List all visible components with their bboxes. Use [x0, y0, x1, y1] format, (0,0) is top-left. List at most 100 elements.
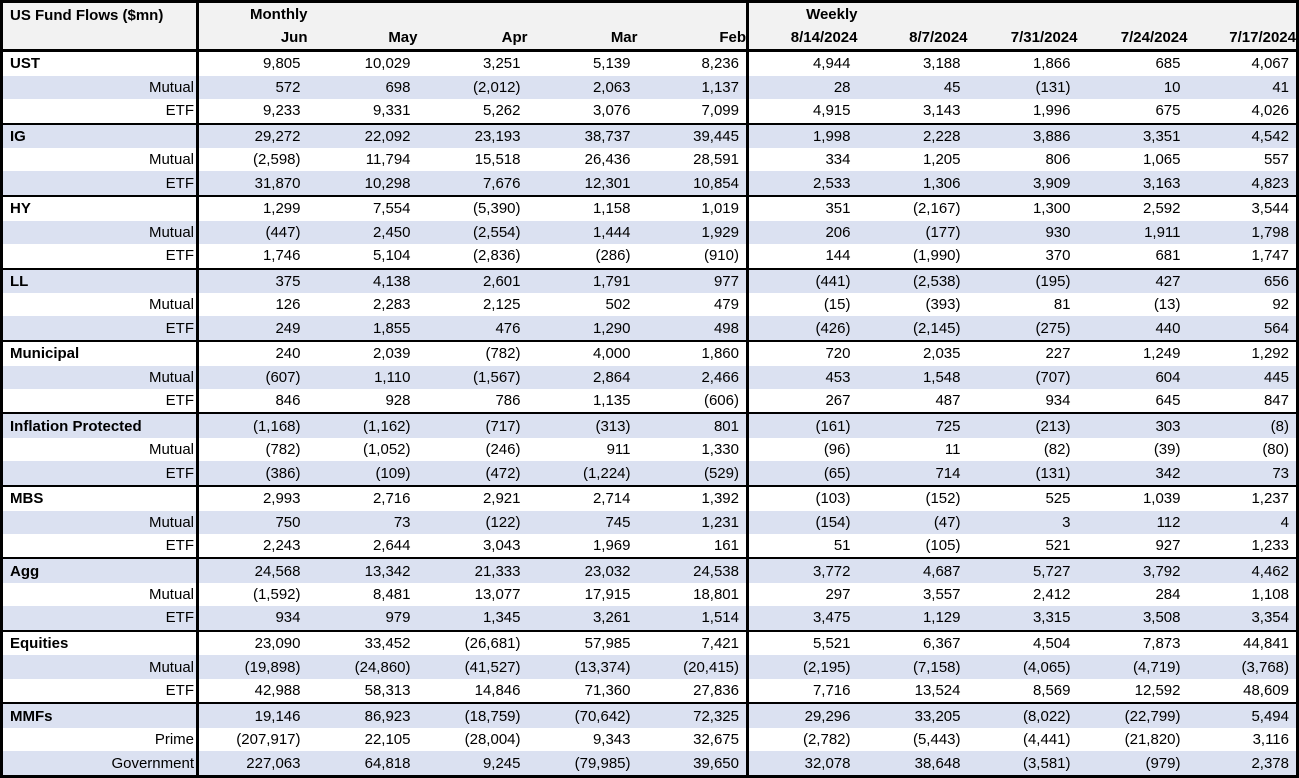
table-row: Government 227,063 64,818 9,245 (79,985) 39,6… [1, 751, 1298, 777]
value-cell: 9,331 [307, 99, 418, 124]
table-row: ETF (386) (109) (472) (1,224) (529) (65) 714 (13… [1, 461, 1298, 486]
row-sub-label: Mutual [1, 293, 199, 317]
value-cell: 801 [637, 412, 748, 439]
table-row: HY 1,299 7,554 (5,390) 1,158 1,019 351 (2,167) 1… [1, 195, 1298, 221]
row-group-label: HY [1, 195, 199, 221]
value-cell: (207,917) [197, 727, 308, 752]
value-cell: 3,792 [1077, 557, 1188, 583]
value-cell: (3,768) [1187, 655, 1298, 679]
table-row: Municipal 240 2,039 (782) 4,000 1,860 720 2,035… [1, 340, 1298, 366]
value-cell: 927 [1077, 533, 1188, 559]
value-cell: 930 [967, 220, 1078, 244]
value-cell: 342 [1077, 461, 1188, 486]
value-cell: 2,125 [417, 293, 528, 317]
value-cell: 23,090 [197, 629, 308, 656]
value-cell: 26,436 [527, 148, 638, 172]
value-cell: 2,921 [417, 484, 528, 511]
value-cell: 10,298 [307, 171, 418, 197]
value-cell: 720 [746, 340, 858, 366]
value-cell: 557 [1187, 148, 1298, 172]
value-cell: 3,315 [967, 606, 1078, 631]
value-cell: 42,988 [197, 678, 308, 704]
value-cell: 1,306 [857, 171, 968, 197]
table-row: ETF 9,233 9,331 5,262 3,076 7,099 4,915 3,143 1,… [1, 99, 1298, 124]
value-cell: 12,592 [1077, 678, 1188, 704]
table-body: UST 9,805 10,029 3,251 5,139 8,236 4,944 3,188 1… [1, 49, 1298, 777]
value-cell: 645 [1077, 388, 1188, 414]
value-cell: 675 [1077, 99, 1188, 124]
value-cell: (82) [967, 438, 1078, 462]
value-cell: (80) [1187, 438, 1298, 462]
value-cell: 10,854 [637, 171, 748, 197]
value-cell: 1,065 [1077, 148, 1188, 172]
value-cell: (79,985) [527, 751, 638, 777]
table-row: Mutual 126 2,283 2,125 502 479 (15) (393) 81 (13)… [1, 293, 1298, 317]
value-cell: 4,026 [1187, 99, 1298, 124]
value-cell: 656 [1187, 267, 1298, 294]
row-sub-label: ETF [1, 171, 199, 197]
table-row: ETF 934 979 1,345 3,261 1,514 3,475 1,129 3,315 3… [1, 606, 1298, 631]
value-cell: 3,475 [746, 606, 858, 631]
value-cell: (447) [197, 220, 308, 244]
column-header-feb: Feb [637, 26, 748, 52]
value-cell: 1,129 [857, 606, 968, 631]
value-cell: 44,841 [1187, 629, 1298, 656]
column-header-week-5: 7/17/2024 [1187, 26, 1298, 52]
value-cell: 29,296 [746, 702, 858, 728]
value-cell: 498 [637, 316, 748, 341]
value-cell: (606) [637, 388, 748, 414]
value-cell: 487 [857, 388, 968, 414]
value-cell: 1,330 [637, 438, 748, 462]
table-row: LL 375 4,138 2,601 1,791 977 (441) (2,538) (195)… [1, 267, 1298, 294]
value-cell: (313) [527, 412, 638, 439]
value-cell: (152) [857, 484, 968, 511]
value-cell: 1,855 [307, 316, 418, 341]
value-cell: 2,864 [527, 365, 638, 389]
value-cell: 1,929 [637, 220, 748, 244]
table-row: Prime (207,917) 22,105 (28,004) 9,343 32,675(… [1, 727, 1298, 752]
value-cell: 9,233 [197, 99, 308, 124]
value-cell: 3,188 [857, 49, 968, 76]
value-cell: 1,233 [1187, 533, 1298, 559]
value-cell: (8,022) [967, 702, 1078, 728]
value-cell: (4,065) [967, 655, 1078, 679]
value-cell: (4,441) [967, 727, 1078, 752]
value-cell: 476 [417, 316, 528, 341]
value-cell: 2,993 [197, 484, 308, 511]
value-cell: 2,644 [307, 533, 418, 559]
value-cell: (41,527) [417, 655, 528, 679]
value-cell: (2,012) [417, 75, 528, 100]
row-sub-label: Mutual [1, 655, 199, 679]
value-cell: 32,078 [746, 751, 858, 777]
value-cell: (1,224) [527, 461, 638, 486]
row-sub-label: ETF [1, 243, 199, 269]
value-cell: 3,909 [967, 171, 1078, 197]
row-sub-label: ETF [1, 388, 199, 414]
value-cell: 1,205 [857, 148, 968, 172]
value-cell: 23,032 [527, 557, 638, 583]
value-cell: (154) [746, 510, 858, 534]
value-cell: 112 [1077, 510, 1188, 534]
value-cell: 126 [197, 293, 308, 317]
value-cell: (1,567) [417, 365, 528, 389]
value-cell: 2,228 [857, 122, 968, 149]
value-cell: 3,772 [746, 557, 858, 583]
value-cell: 1,969 [527, 533, 638, 559]
value-cell: 370 [967, 243, 1078, 269]
value-cell: (1,592) [197, 582, 308, 607]
value-cell: (393) [857, 293, 968, 317]
value-cell: 3,116 [1187, 727, 1298, 752]
value-cell: 1,108 [1187, 582, 1298, 607]
header-spacer [527, 1, 638, 26]
value-cell: 725 [857, 412, 968, 439]
row-group-label: Municipal [1, 340, 199, 366]
value-cell: 22,105 [307, 727, 418, 752]
value-cell: 3,544 [1187, 195, 1298, 221]
table-header: US Fund Flows ($mn) Monthly Weekly Jun M… [1, 1, 1298, 52]
value-cell: 5,494 [1187, 702, 1298, 728]
monthly-group-label: Monthly [197, 1, 308, 26]
value-cell: 5,139 [527, 49, 638, 76]
value-cell: (246) [417, 438, 528, 462]
value-cell: 7,099 [637, 99, 748, 124]
value-cell: 23,193 [417, 122, 528, 149]
